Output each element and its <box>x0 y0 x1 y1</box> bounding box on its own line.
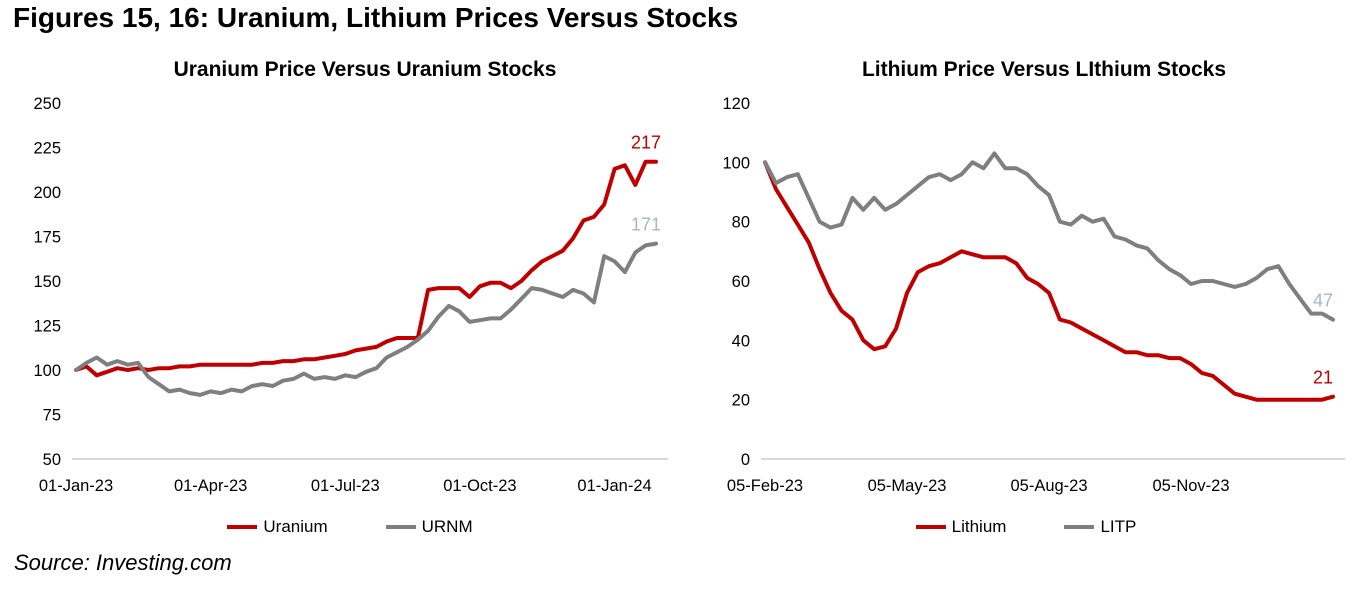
y-tick-label: 125 <box>33 318 61 336</box>
y-tick-label: 40 <box>732 332 750 350</box>
x-tick-label: 05-May-23 <box>868 477 947 495</box>
legend-swatch-litp <box>1064 525 1095 529</box>
y-tick-label: 225 <box>33 140 61 158</box>
x-tick-label: 01-Oct-23 <box>443 477 516 495</box>
y-tick-label: 150 <box>33 273 61 291</box>
x-tick-label: 05-Nov-23 <box>1152 477 1229 495</box>
lithium-chart: 120 100 80 60 40 20 0 05-Feb-23 05-May-23 05-Aug-… <box>722 95 1345 495</box>
y-tick-label: 100 <box>722 154 750 172</box>
series-line-lithium <box>763 160 1335 402</box>
legend-swatch-uranium <box>227 525 258 529</box>
series-line-urnm <box>74 241 658 397</box>
lithium-chart-legend: Lithium LITP <box>690 515 1362 539</box>
series-line-uranium <box>74 159 658 378</box>
y-tick-label: 80 <box>732 214 750 232</box>
uranium-chart-legend: Uranium URNM <box>10 515 690 539</box>
legend-label: LITP <box>1100 517 1137 536</box>
y-tick-label: 100 <box>33 362 61 380</box>
series-end-label-litp: 47 <box>1313 291 1333 311</box>
legend-item-lithium: Lithium <box>915 517 1007 537</box>
uranium-chart-title: Uranium Price Versus Uranium Stocks <box>173 58 557 81</box>
series-line-litp <box>763 151 1335 322</box>
lithium-chart-title: Lithium Price Versus LIthium Stocks <box>861 58 1227 81</box>
x-tick-label: 01-Jan-24 <box>577 477 651 495</box>
y-tick-label: 175 <box>33 229 61 247</box>
legend-item-uranium: Uranium <box>227 517 328 537</box>
series-end-label-lithium: 21 <box>1313 368 1333 388</box>
lithium-figure: Lithium Price Versus LIthium Stocks 120 1… <box>690 55 1362 539</box>
y-tick-label: 75 <box>43 407 61 425</box>
legend-label: Uranium <box>263 517 328 536</box>
legend-swatch-urnm <box>385 525 416 529</box>
legend-label: Lithium <box>951 517 1007 536</box>
series-end-label-uranium: 217 <box>631 133 661 153</box>
y-tick-label: 200 <box>33 184 61 202</box>
series-end-label-urnm: 171 <box>631 215 661 235</box>
legend-item-litp: LITP <box>1064 517 1136 537</box>
y-tick-label: 120 <box>722 95 750 113</box>
y-tick-label: 0 <box>741 451 750 469</box>
x-tick-label: 05-Feb-23 <box>727 477 803 495</box>
y-tick-label: 50 <box>43 451 61 469</box>
legend-item-urnm: URNM <box>385 517 473 537</box>
uranium-chart: 250 225 200 175 150 125 100 75 50 01-Jan-23 01-Apr… <box>33 95 668 495</box>
legend-label: URNM <box>421 517 473 536</box>
y-tick-label: 250 <box>33 95 61 113</box>
x-tick-label: 01-Apr-23 <box>174 477 247 495</box>
uranium-figure: Uranium Price Versus Uranium Stocks 250 2… <box>10 55 690 539</box>
x-tick-label: 01-Jul-23 <box>311 477 380 495</box>
y-tick-label: 20 <box>732 392 750 410</box>
y-tick-label: 60 <box>732 273 750 291</box>
page-title: Figures 15, 16: Uranium, Lithium Prices … <box>13 2 739 33</box>
legend-swatch-lithium <box>915 525 946 529</box>
x-tick-label: 01-Jan-23 <box>39 477 113 495</box>
x-tick-label: 05-Aug-23 <box>1010 477 1087 495</box>
source-text: Source: Investing.com <box>14 550 232 575</box>
